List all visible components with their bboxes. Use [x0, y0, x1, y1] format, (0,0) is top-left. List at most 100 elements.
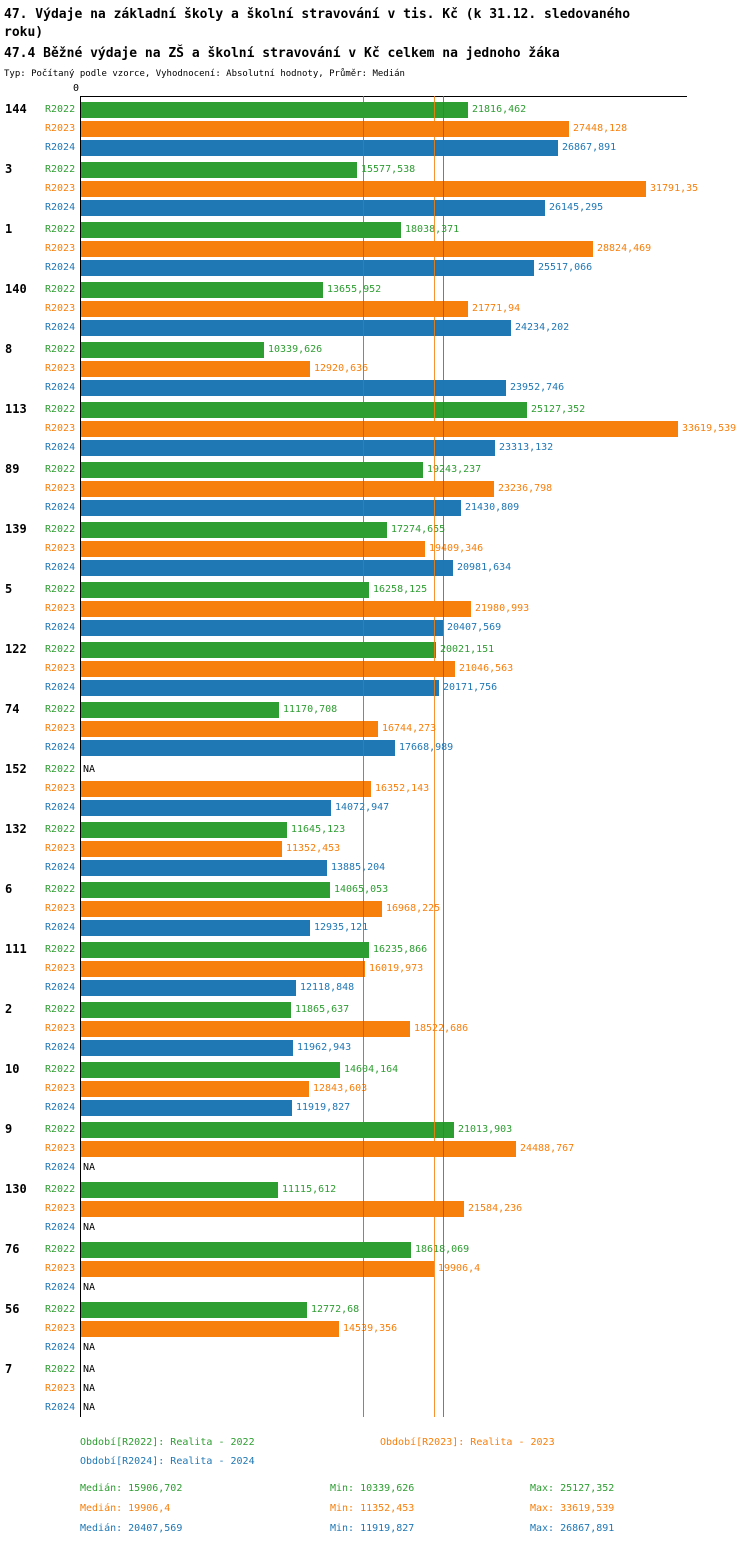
series-label: R2022: [45, 344, 76, 355]
bar-row: R2022 18618,069: [0, 1240, 750, 1259]
value-label: 14072,947: [335, 802, 389, 813]
bar-area: 21980,993: [80, 599, 529, 618]
bar-area: 23952,746: [80, 378, 564, 397]
bar-area: 16235,866: [80, 940, 427, 959]
bar-row: R2024 20171,756: [0, 678, 750, 697]
series-label: R2024: [45, 1342, 76, 1353]
na-label: NA: [83, 1162, 96, 1173]
value-label: 27448,128: [573, 123, 628, 134]
bar-row: R2023 24488,767: [0, 1139, 750, 1158]
value-label: 18522,686: [414, 1023, 469, 1034]
series-label: R2023: [45, 243, 76, 254]
bar-area: 21771,94: [80, 299, 520, 318]
value-label: 10339,626: [268, 344, 323, 355]
bar: [80, 540, 425, 557]
bar: [80, 499, 461, 516]
bar-area: 18522,686: [80, 1019, 468, 1038]
bar-group: 74 R2022 11170,708 R2023 16744,273 R2024 17668…: [0, 700, 750, 757]
bar-row: R2023 18522,686: [0, 1019, 750, 1038]
series-label: R2024: [45, 562, 76, 573]
bar: [80, 821, 287, 838]
bar-area: 21584,236: [80, 1199, 522, 1218]
bar-row: R2023 12920,636: [0, 359, 750, 378]
series-label: R2024: [45, 682, 76, 693]
bar: [80, 439, 495, 456]
na-label: NA: [83, 1282, 96, 1293]
series-label: R2022: [45, 1004, 76, 1015]
value-label: 18038,371: [405, 224, 460, 235]
value-label: 12118,848: [300, 982, 355, 993]
bar-area: NA: [80, 1360, 95, 1379]
series-label: R2024: [45, 1222, 76, 1233]
value-label: 24488,767: [520, 1143, 575, 1154]
bar-group: 10 R2022 14604,164 R2023 12843,603 R2024 11919…: [0, 1060, 750, 1117]
bar: [80, 979, 296, 996]
bar: [80, 1181, 278, 1198]
bar-row: R2023 NA: [0, 1379, 750, 1398]
series-label: R2023: [45, 783, 76, 794]
bar: [80, 199, 545, 216]
series-label: R2023: [45, 543, 76, 554]
bar-area: 31791,35: [80, 179, 698, 198]
bar-area: 12920,636: [80, 359, 368, 378]
bar-area: 27448,128: [80, 119, 627, 138]
bar-area: 17668,989: [80, 738, 453, 757]
bar: [80, 1241, 411, 1258]
na-label: NA: [83, 1342, 96, 1353]
value-label: 13885,204: [331, 862, 386, 873]
bar-area: NA: [80, 1338, 95, 1357]
bar-area: 19409,346: [80, 539, 483, 558]
series-label: R2024: [45, 1102, 76, 1113]
value-label: 20981,634: [457, 562, 512, 573]
bar-row: R2022 15577,538: [0, 160, 750, 179]
series-label: R2024: [45, 982, 76, 993]
x-axis-zero-label: 0: [73, 83, 80, 94]
bar-row: R2023 21771,94: [0, 299, 750, 318]
value-label: 18618,069: [415, 1244, 469, 1255]
bar-area: 11115,612: [80, 1180, 336, 1199]
bar-area: 19243,237: [80, 460, 481, 479]
bar-group: 113 R2022 25127,352 R2023 33619,539 R2024 2331…: [0, 400, 750, 457]
series-label: R2024: [45, 1402, 76, 1413]
bar: [80, 1200, 464, 1217]
bar-area: 21430,809: [80, 498, 519, 517]
bar: [80, 480, 494, 497]
bar: [80, 1140, 516, 1157]
series-label: R2022: [45, 1064, 76, 1075]
bar: [80, 420, 678, 437]
bar-row: R2022 12772,68: [0, 1300, 750, 1319]
bar-area: 13885,204: [80, 858, 385, 877]
bar: [80, 379, 506, 396]
bar-row: R2023 21584,236: [0, 1199, 750, 1218]
bar: [80, 101, 468, 118]
bar-area: NA: [80, 1158, 95, 1177]
value-label: 25517,066: [538, 262, 593, 273]
bar-area: NA: [80, 1379, 95, 1398]
bar-row: R2023 21046,563: [0, 659, 750, 678]
value-label: 16019,973: [369, 963, 424, 974]
bar-group: 7 R2022 NA R2023 NA R2024 NA: [0, 1360, 750, 1417]
bar-area: 21013,903: [80, 1120, 512, 1139]
legend-item-r2023: Období[R2023]: Realita - 2023: [380, 1437, 555, 1448]
series-label: R2023: [45, 1143, 76, 1154]
legend-row: Období[R2022]: Realita - 2022 Období[R202…: [80, 1433, 750, 1452]
na-label: NA: [83, 1222, 96, 1233]
bar-row: R2023 31791,35: [0, 179, 750, 198]
bar-row: R2023 14539,356: [0, 1319, 750, 1338]
bar-group: 89 R2022 19243,237 R2023 23236,798 R2024 21430…: [0, 460, 750, 517]
series-label: R2024: [45, 262, 76, 273]
bar-group: 139 R2022 17274,655 R2023 19409,346 R2024 2098…: [0, 520, 750, 577]
series-label: R2022: [45, 1184, 76, 1195]
bar: [80, 1039, 293, 1056]
legend-item-r2024: Období[R2024]: Realita - 2024: [80, 1456, 255, 1467]
series-label: R2022: [45, 1244, 76, 1255]
stat-min-r2024: Min: 11919,827: [330, 1523, 415, 1534]
bar-area: 24488,767: [80, 1139, 574, 1158]
bar-row: R2022 25127,352: [0, 400, 750, 419]
bar: [80, 941, 369, 958]
median-line-r2023: [434, 96, 435, 1417]
bar-area: 14072,947: [80, 798, 389, 817]
bar-row: R2024 26867,891: [0, 138, 750, 157]
value-label: 17274,655: [391, 524, 446, 535]
